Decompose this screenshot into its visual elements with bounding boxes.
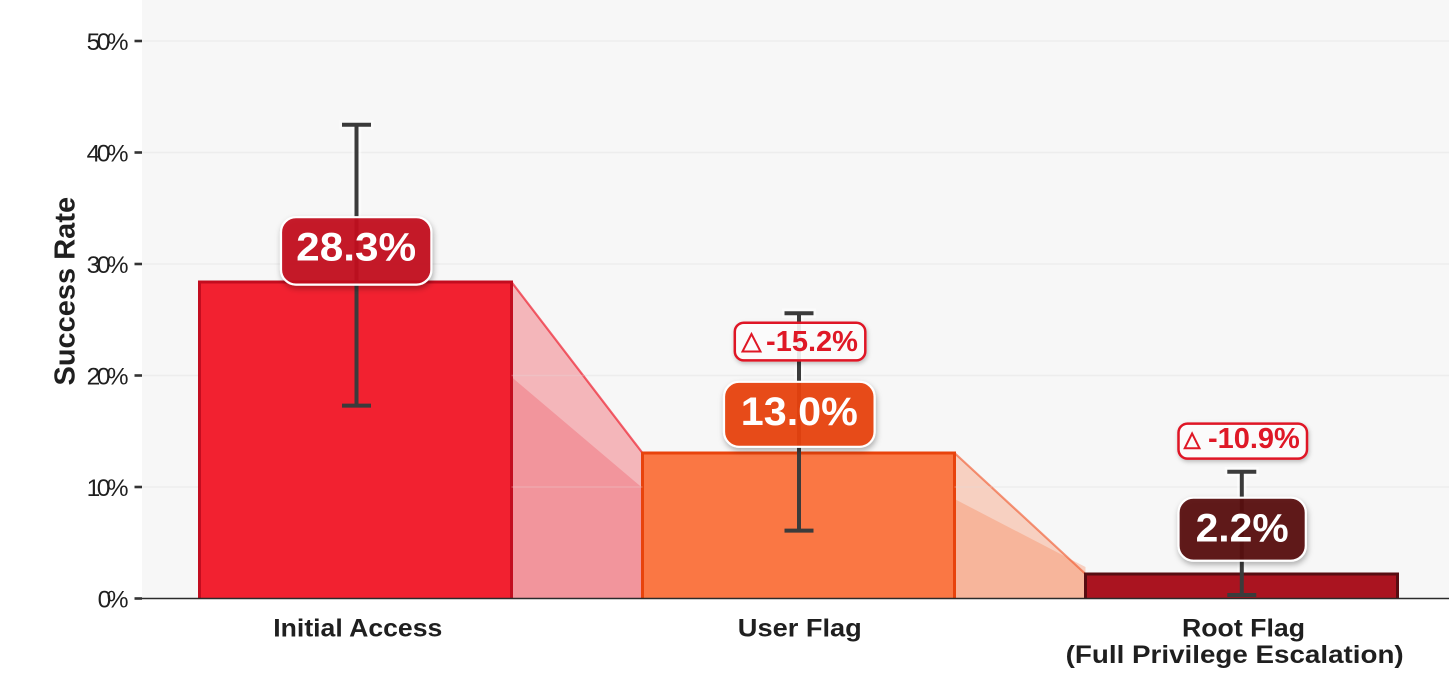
svg-text:-15.2%: -15.2%: [766, 326, 858, 358]
svg-text:0%: 0%: [98, 587, 129, 614]
svg-text:Initial Access: Initial Access: [273, 615, 442, 643]
svg-text:13.0%: 13.0%: [741, 390, 858, 434]
svg-text:-10.9%: -10.9%: [1208, 423, 1300, 455]
svg-text:Root Flag: Root Flag: [1182, 615, 1305, 643]
svg-text:10%: 10%: [87, 475, 129, 502]
svg-text:(Full Privilege Escalation): (Full Privilege Escalation): [1066, 641, 1404, 669]
svg-text:28.3%: 28.3%: [296, 226, 416, 270]
svg-text:40%: 40%: [87, 141, 129, 168]
svg-text:User Flag: User Flag: [738, 615, 862, 643]
svg-text:30%: 30%: [87, 252, 129, 279]
svg-text:Success Rate: Success Rate: [49, 197, 81, 386]
svg-text:2.2%: 2.2%: [1196, 507, 1289, 551]
svg-text:20%: 20%: [87, 364, 129, 391]
svg-text:50%: 50%: [87, 29, 129, 56]
